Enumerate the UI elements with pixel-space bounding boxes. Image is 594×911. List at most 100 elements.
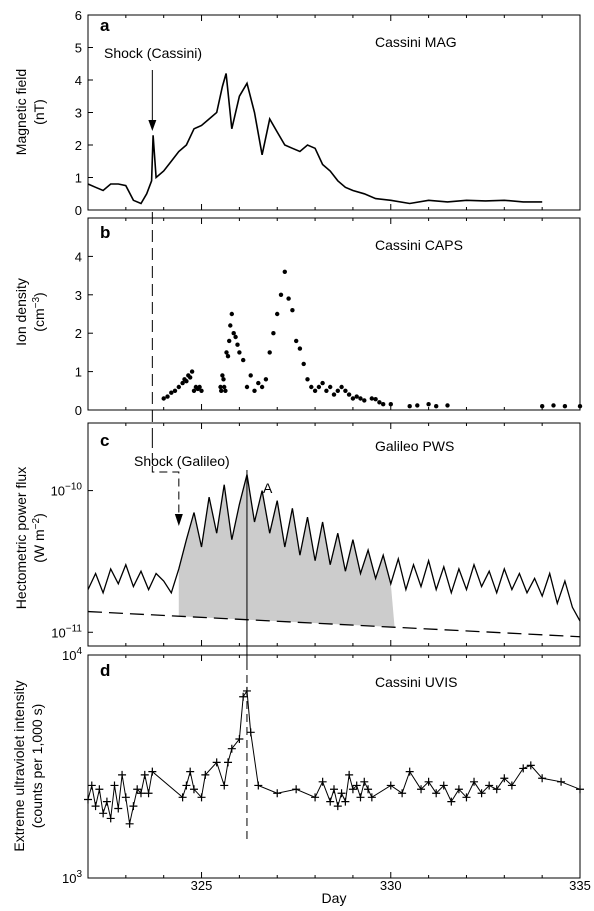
uvis-point-31 (246, 728, 255, 737)
caps-point-62 (358, 396, 363, 401)
uvis-point-18 (178, 793, 187, 802)
caps-point-64 (369, 396, 374, 401)
plot-layer (84, 73, 584, 828)
uvis-point-53 (424, 777, 433, 786)
caps-point-19 (221, 377, 226, 382)
caps-point-42 (282, 269, 287, 274)
uvis-point-43 (348, 785, 357, 794)
panel-d-ytick-base-1: 10 (62, 648, 76, 663)
caps-point-29 (235, 342, 240, 347)
caps-point-56 (335, 388, 340, 393)
caps-point-15 (199, 388, 204, 393)
caps-point-30 (237, 350, 242, 355)
x-axis-label: Day (322, 890, 347, 906)
caps-point-41 (278, 292, 284, 297)
caps-point-39 (271, 331, 276, 336)
caps-point-32 (244, 384, 250, 390)
uvis-point-25 (220, 781, 229, 790)
uvis-point-0 (84, 795, 92, 804)
panel-c-ytick-base-0: 10 (51, 625, 65, 640)
caps-point-76 (562, 404, 568, 409)
panel-d-title: Cassini UVIS (375, 674, 457, 690)
panel-c-title: Galileo PWS (375, 438, 454, 454)
panel-d-ytick-exp-1: 4 (76, 646, 82, 657)
panel-b-ylabel-line2: (cm−3) (31, 292, 47, 331)
panel-c-ytick-label-1: 10−10 (51, 482, 83, 499)
caps-point-36 (259, 384, 265, 390)
caps-point-21 (223, 388, 228, 393)
panel-a-ytick-label-6: 6 (75, 8, 82, 23)
panel-d-ytick-label-1: 104 (62, 646, 82, 663)
panel-a-letter: a (100, 16, 110, 35)
panel-c-ytick-exp-0: −11 (66, 623, 83, 634)
uvis-point-29 (239, 692, 248, 701)
uvis-point-49 (386, 781, 395, 790)
panel-a-ytick-label-5: 5 (75, 41, 82, 56)
caps-point-49 (309, 384, 314, 390)
uvis-point-66 (526, 761, 535, 770)
caps-point-9 (188, 375, 193, 380)
caps-point-34 (252, 388, 257, 393)
panel-b-frame (87, 217, 581, 411)
panel-b-ylabel-line1: Ion density (13, 278, 29, 346)
panel-c-ylabel-close: ) (31, 513, 47, 518)
caps-point-59 (346, 392, 352, 397)
caps-point-74 (540, 404, 545, 409)
caps-point-27 (231, 331, 236, 336)
caps-point-31 (241, 357, 246, 363)
uvis-point-23 (201, 770, 210, 779)
uvis-point-65 (519, 764, 528, 773)
panel-c-frame (87, 422, 581, 647)
uvis-point-59 (470, 777, 479, 786)
uvis-point-54 (432, 789, 441, 798)
pws-background-line (87, 610, 581, 638)
caps-point-3 (172, 388, 178, 393)
uvis-point-56 (447, 797, 456, 806)
panel-c-ylabel: Hectometric power flux (W m−2) (13, 467, 47, 609)
shock-cassini-arrow-head (148, 120, 157, 131)
caps-point-22 (224, 350, 229, 355)
panel-c-letter: c (100, 431, 109, 450)
panel-d-ytick-exp-0: 3 (76, 869, 82, 880)
uvis-point-12 (129, 802, 138, 811)
caps-point-26 (229, 311, 234, 317)
caps-point-77 (577, 404, 583, 409)
uvis-point-7 (110, 781, 119, 790)
panel-b-ytick-label-3: 3 (75, 288, 82, 303)
caps-point-16 (218, 384, 223, 390)
caps-point-20 (222, 384, 227, 390)
x-tick-label-1: 330 (380, 878, 402, 893)
uvis-point-16 (144, 789, 153, 798)
caps-point-1 (165, 394, 170, 399)
uvis-point-69 (576, 785, 584, 794)
uvis-point-50 (398, 789, 407, 798)
uvis-point-13 (133, 785, 142, 794)
caps-point-24 (227, 338, 232, 344)
shock-cassini-label: Shock (Cassini) (104, 45, 202, 61)
uvis-point-55 (439, 781, 448, 790)
x-tick-label-2: 335 (569, 878, 591, 893)
caps-point-23 (225, 354, 231, 359)
caps-point-7 (184, 379, 189, 384)
peak-a-label: A (263, 480, 273, 496)
caps-point-47 (301, 361, 306, 367)
uvis-point-67 (538, 774, 547, 783)
caps-point-38 (267, 350, 272, 355)
uvis-point-32 (254, 781, 263, 790)
panel-a-ytick-label-0: 0 (75, 203, 82, 218)
panel-a-ylabel-line1: Magnetic field (13, 69, 29, 155)
uvis-point-60 (477, 789, 486, 798)
uvis-point-24 (212, 758, 221, 767)
caps-point-28 (233, 334, 238, 340)
panel-b-ytick-label-1: 1 (75, 365, 82, 380)
panel-b-ytick-label-4: 4 (75, 249, 82, 264)
caps-point-57 (339, 384, 344, 390)
uvis-point-63 (500, 774, 509, 783)
uvis-point-2 (91, 802, 100, 811)
shock-galileo-label: Shock (Galileo) (134, 453, 230, 469)
caps-point-54 (328, 384, 333, 390)
caps-point-37 (263, 377, 269, 382)
panel-d-ylabel-line1: Extreme ultraviolet intensity (11, 680, 27, 851)
uvis-point-51 (405, 767, 414, 776)
caps-point-14 (197, 384, 202, 390)
